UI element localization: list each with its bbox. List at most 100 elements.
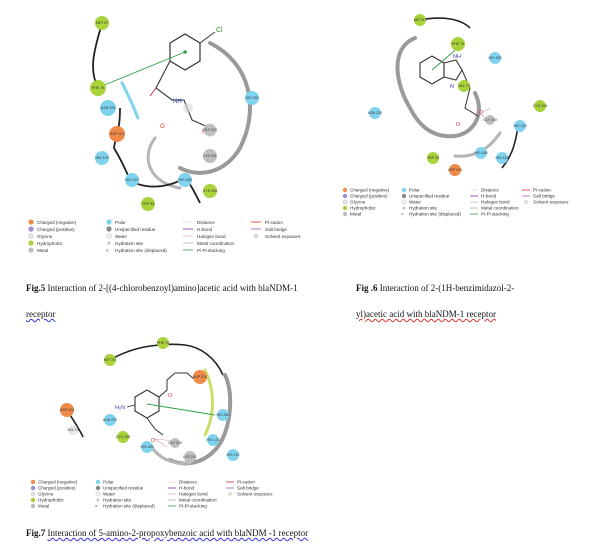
svg-text:Metal coordination: Metal coordination bbox=[481, 206, 519, 211]
svg-text:Salt bridge: Salt bridge bbox=[533, 194, 555, 199]
fig5-amide-chain bbox=[155, 60, 211, 129]
svg-text:Pi-Pi stacking: Pi-Pi stacking bbox=[197, 248, 225, 253]
fig7-residue-asp212: ASP 212 bbox=[193, 370, 207, 384]
fig6-caption-line2: yl)acetic acid with blaNDM-1 receptor bbox=[356, 309, 496, 320]
fig6-residue-his250: HIS 250 bbox=[489, 52, 502, 64]
fig7-residue-phe70: PHE 70 bbox=[157, 337, 169, 349]
svg-text:Polar: Polar bbox=[115, 220, 126, 225]
svg-text:Hydration site: Hydration site bbox=[409, 206, 438, 211]
fig7-interaction-diagram: H₂N O O MET 67 PHE 70 ASP 124 VAL 73 ASN… bbox=[55, 335, 285, 475]
svg-text:TRP 93: TRP 93 bbox=[427, 156, 439, 160]
svg-text:PHE 70: PHE 70 bbox=[452, 42, 464, 46]
svg-text:Glycine: Glycine bbox=[350, 200, 366, 205]
svg-text:Charged (positive): Charged (positive) bbox=[350, 194, 388, 199]
fig5-legend-svg: Charged (negative) Charged (positive) Gl… bbox=[28, 219, 301, 253]
fig7-caption-text: Interaction of 5-amino-2-propoxybenzoic … bbox=[47, 528, 309, 538]
fig6-caption-line1: Fig .6 Interaction of 2-(1H-benzimidazol… bbox=[356, 283, 514, 294]
fig6-legend-col4: Pi-cation Salt bridge Solvent exposure bbox=[522, 188, 569, 205]
fig6-legend-col2: Polar Unspecified residue Water Hydratio… bbox=[401, 188, 461, 217]
svg-text:ASP 124: ASP 124 bbox=[110, 132, 124, 136]
svg-text:Halogen bond: Halogen bond bbox=[481, 200, 510, 205]
svg-text:Metal coordination: Metal coordination bbox=[197, 241, 235, 246]
fig6-residue-gly219: GLY 219 bbox=[483, 115, 497, 125]
fig5-residue-his250: HIS 250 bbox=[245, 91, 259, 105]
fig6-residue-met67: MET 67 bbox=[414, 14, 427, 26]
svg-text:MET 67: MET 67 bbox=[104, 358, 117, 362]
svg-text:Charged (negative): Charged (negative) bbox=[37, 220, 77, 225]
fig7-metal-line-1 bbox=[154, 438, 168, 448]
svg-text:Polar: Polar bbox=[103, 480, 114, 485]
fig5-caption-label: Fig.5 bbox=[26, 283, 46, 293]
fig5-caption-line1: Fig.5 Interaction of 2-[(4-chlorobenzoyl… bbox=[26, 283, 298, 294]
fig5-legend-col2: Polar Unspecified residue Water Hydratio… bbox=[106, 219, 167, 253]
fig6-n-atom: N bbox=[450, 84, 454, 90]
fig7-residue-asp124: ASP 124 bbox=[60, 403, 74, 417]
fig5-residue-his122: HIS 122 bbox=[125, 173, 139, 187]
svg-text:H-bond: H-bond bbox=[481, 194, 497, 199]
svg-text:Hydrophobic: Hydrophobic bbox=[350, 206, 376, 211]
svg-text:ASN 220: ASN 220 bbox=[103, 418, 117, 422]
svg-text:TRP 93: TRP 93 bbox=[142, 202, 154, 206]
svg-text:H-bond: H-bond bbox=[179, 486, 195, 491]
fig5-residue-phe70: PHE 70 bbox=[90, 80, 106, 96]
fig6-residue-val73: VAL 73 bbox=[458, 80, 470, 92]
fig6-svg: NH N O O MET 67 PHE 70 VAL 73 TRP 93 ASN… bbox=[368, 14, 547, 176]
svg-text:HIS 250: HIS 250 bbox=[489, 56, 502, 60]
svg-text:VAL 73: VAL 73 bbox=[67, 428, 78, 432]
svg-text:Hydration site (displaced): Hydration site (displaced) bbox=[115, 248, 167, 253]
fig5-solvent-halo-2 bbox=[183, 103, 193, 113]
fig5-caption-text: Interaction of 2-[(4-chlorobenzoyl)amino… bbox=[47, 283, 298, 293]
fig7-residue-asn220: ASN 220 bbox=[103, 414, 117, 426]
fig5-legend-col4: Pi-cation Salt bridge Solvent exposure bbox=[251, 220, 301, 239]
svg-text:HIS 120: HIS 120 bbox=[514, 124, 527, 128]
svg-text:CYS 208: CYS 208 bbox=[203, 189, 217, 193]
fig5-residue-his120: HIS 120 bbox=[95, 151, 109, 165]
fig7-legend-col1: Charged (negative) Charged (positive) Gl… bbox=[30, 480, 78, 509]
svg-text:VAL 73: VAL 73 bbox=[458, 84, 469, 88]
svg-text:×: × bbox=[401, 212, 404, 217]
svg-text:HIS 122: HIS 122 bbox=[227, 453, 240, 457]
svg-text:×: × bbox=[106, 248, 109, 253]
fig7-pipi-interaction bbox=[146, 403, 216, 416]
svg-text:Hydrophobic: Hydrophobic bbox=[37, 241, 63, 246]
svg-text:Hydrophobic: Hydrophobic bbox=[38, 498, 64, 503]
fig7-legend-svg: Charged (negative) Charged (positive) Gl… bbox=[30, 480, 273, 509]
svg-text:PHE 70: PHE 70 bbox=[92, 86, 104, 90]
fig7-legend-col4: Pi-cation Salt bridge Solvent exposure bbox=[226, 480, 273, 497]
svg-text:Hydration site: Hydration site bbox=[103, 498, 132, 503]
svg-text:Metal: Metal bbox=[37, 248, 48, 253]
svg-text:LYS 211: LYS 211 bbox=[183, 455, 196, 459]
svg-text:Pi-Pi stacking: Pi-Pi stacking bbox=[179, 504, 207, 509]
fig6-legend: Charged (negative) Charged (positive) Gl… bbox=[340, 186, 580, 226]
fig7-o-atom-1: O bbox=[168, 393, 173, 399]
svg-text:CYS 208: CYS 208 bbox=[533, 104, 547, 108]
fig6-acetic-chain bbox=[461, 69, 479, 117]
fig5-residue-met67: MET 67 bbox=[95, 16, 109, 30]
fig5-pipi-interaction bbox=[101, 51, 186, 87]
fig6-legend-col1: Charged (negative) Charged (positive) Gl… bbox=[342, 188, 390, 217]
svg-text:Hydration site (displaced): Hydration site (displaced) bbox=[103, 504, 155, 509]
fig5-cl-atom: Cl bbox=[216, 27, 223, 34]
fig5-o-atom-1: O bbox=[160, 124, 165, 130]
fig7-benzene-ring bbox=[134, 389, 160, 419]
fig6-legend-svg: Charged (negative) Charged (positive) Gl… bbox=[342, 188, 569, 217]
fig5-caption-line2: receptor bbox=[26, 309, 55, 320]
svg-text:Unspecified residue: Unspecified residue bbox=[115, 227, 156, 232]
fig5-solvent-line bbox=[120, 81, 140, 120]
svg-text:Water: Water bbox=[103, 492, 116, 497]
fig6-residue-asp124: ASP 124 bbox=[448, 164, 462, 176]
fig7-residue-his189: HIS 189 bbox=[141, 441, 154, 453]
svg-text:Hydration site: Hydration site bbox=[115, 241, 144, 246]
svg-text:Solvent exposure: Solvent exposure bbox=[265, 234, 301, 239]
fig5-residue-gly219: GLY 219 bbox=[203, 124, 217, 136]
fig5-nh-atom: NH bbox=[173, 99, 182, 105]
fig6-residue-his189: HIS 189 bbox=[475, 147, 488, 159]
svg-text:Distance: Distance bbox=[197, 220, 215, 225]
svg-text:Charged (negative): Charged (negative) bbox=[38, 480, 78, 485]
svg-text:MET 67: MET 67 bbox=[414, 18, 427, 22]
fig5-residue-asp124: ASP 124 bbox=[109, 126, 125, 142]
fig7-residue-his250: HIS 250 bbox=[217, 409, 230, 421]
fig6-residue-his120: HIS 120 bbox=[514, 120, 527, 132]
svg-text:GLY 219: GLY 219 bbox=[203, 128, 217, 132]
svg-text:Glycine: Glycine bbox=[37, 234, 53, 239]
